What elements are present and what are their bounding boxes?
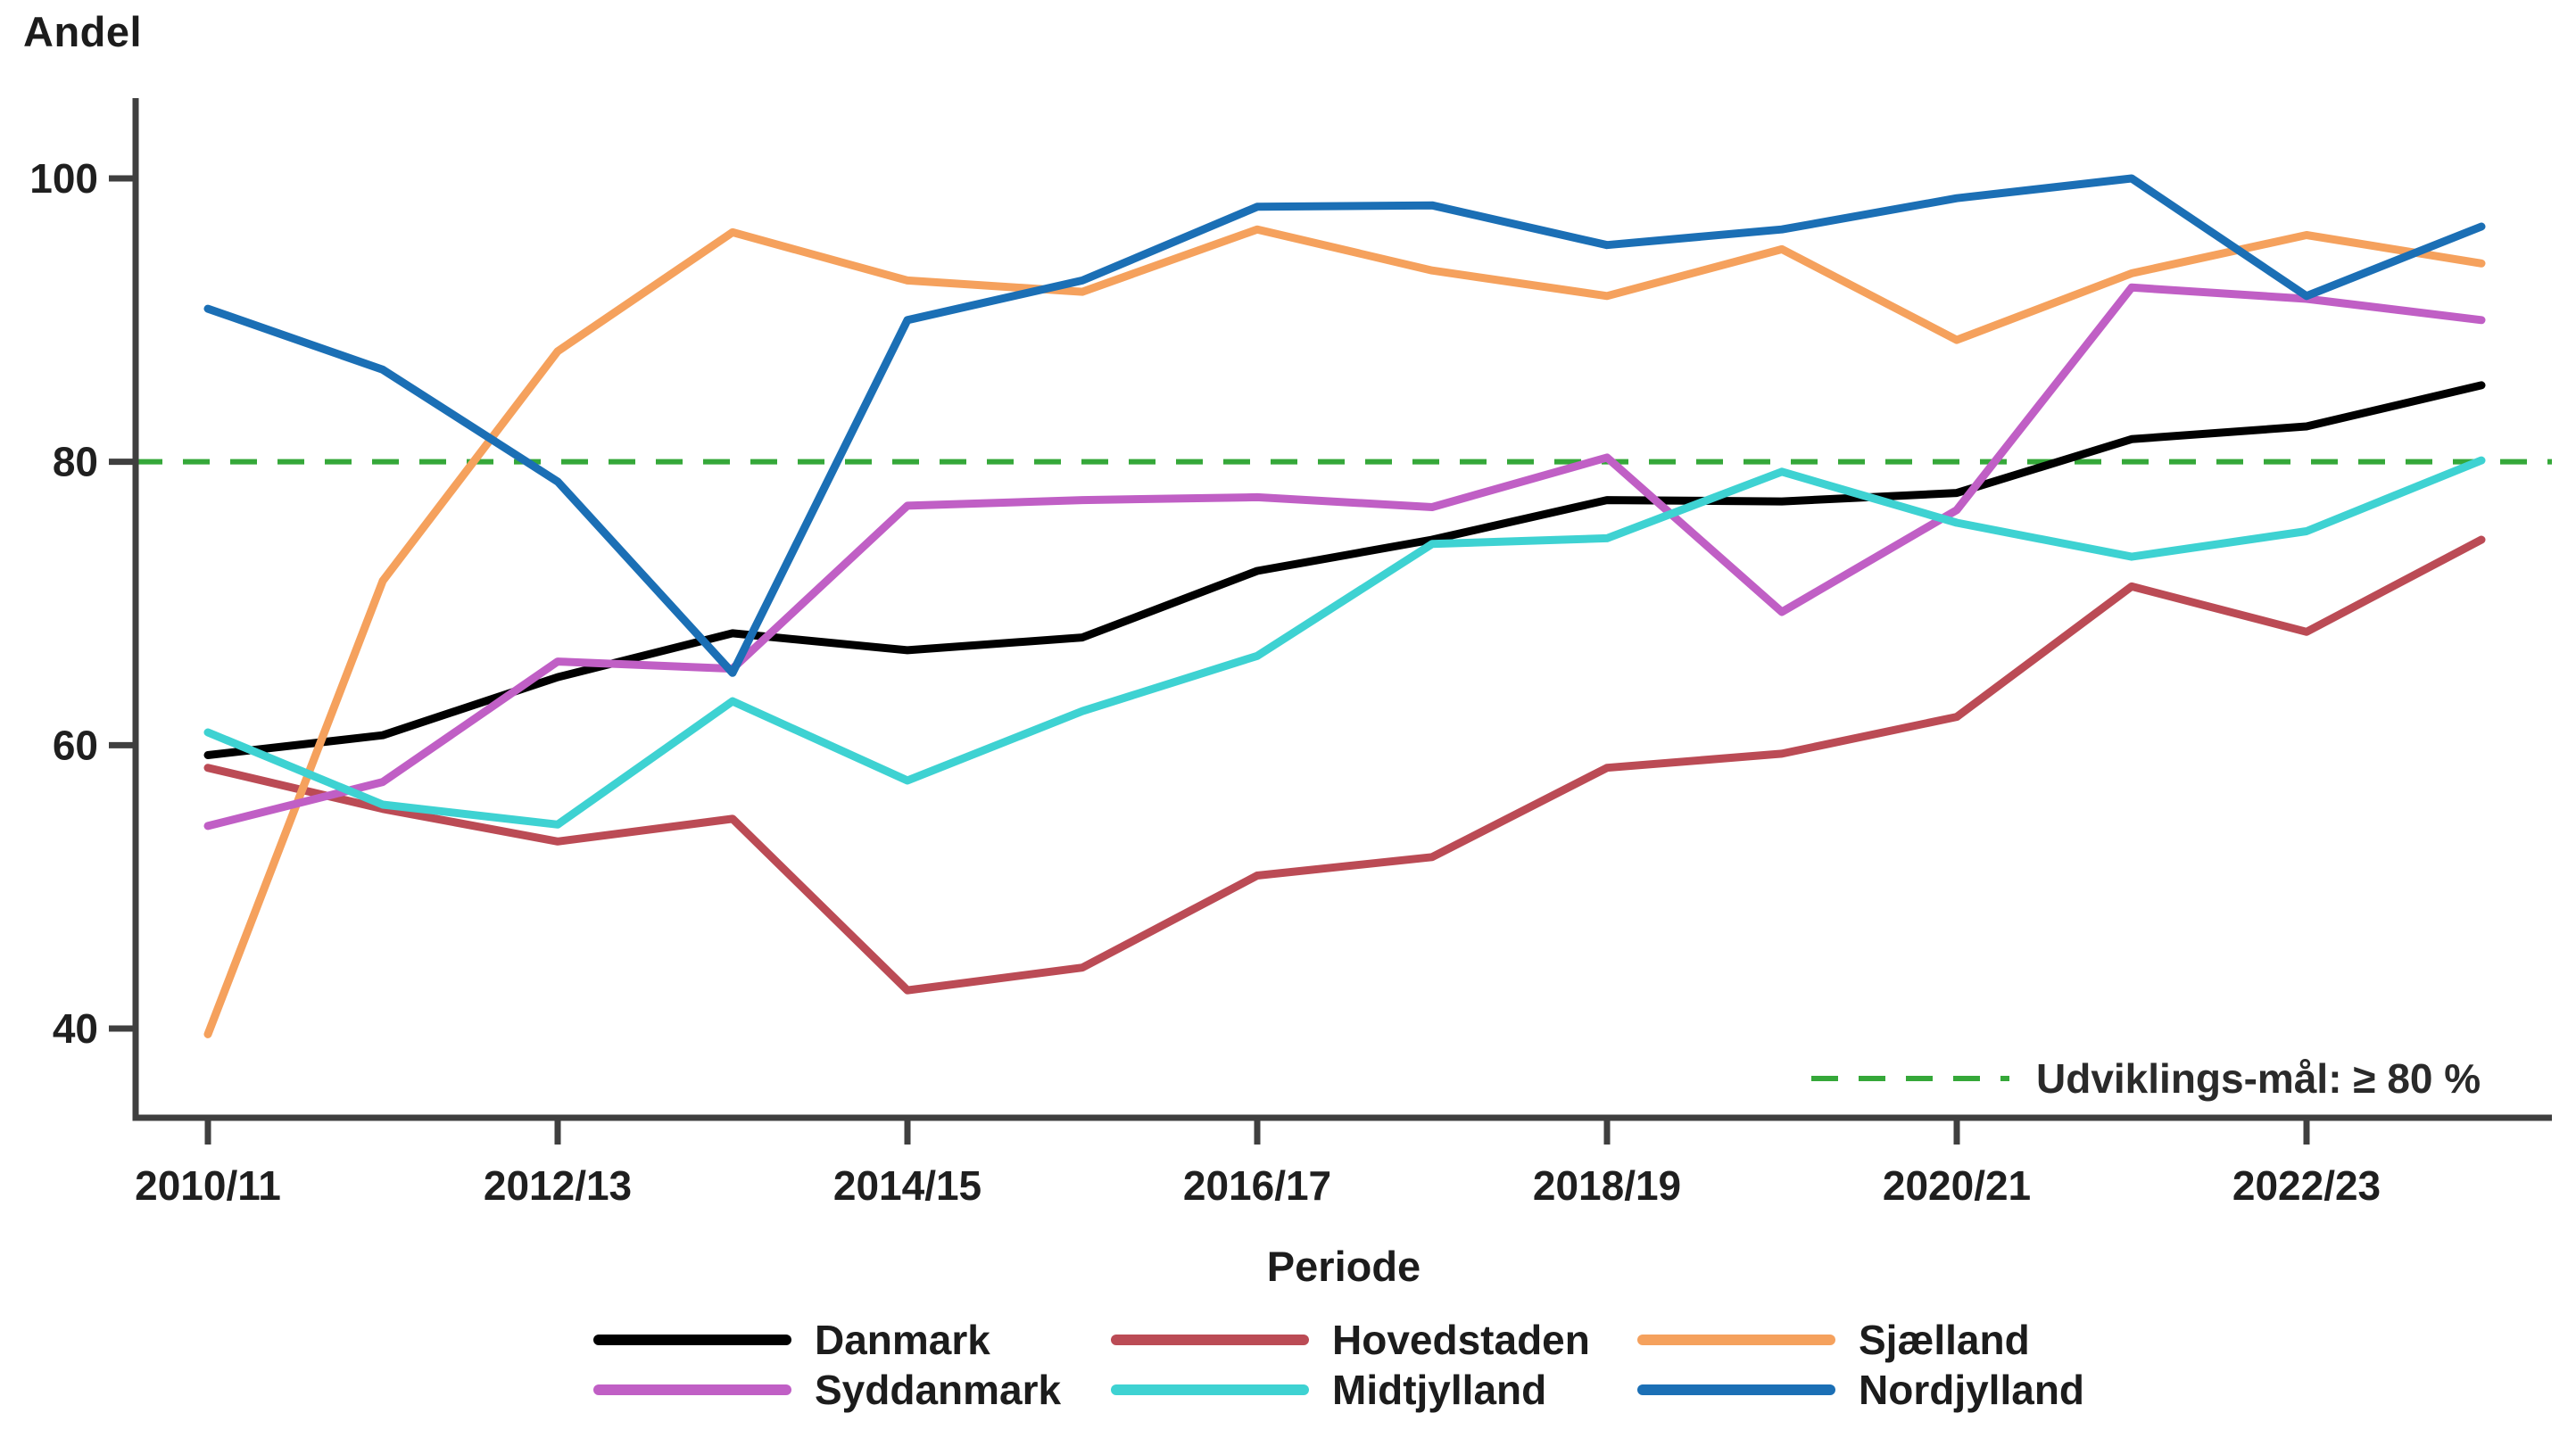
y-tick-label: 40 <box>53 1005 98 1052</box>
series-line-syddanmark <box>203 283 2486 831</box>
x-tick-label: 2010/11 <box>135 1162 281 1209</box>
series-line-sjlland <box>203 225 2486 1038</box>
x-tick-label: 2012/13 <box>484 1162 632 1209</box>
x-tick-label: 2018/19 <box>1533 1162 1681 1209</box>
y-tick-label: 80 <box>53 439 98 485</box>
y-tick-label: 100 <box>29 155 98 202</box>
series-line-midtjylland <box>203 456 2486 829</box>
x-tick-label: 2020/21 <box>1883 1162 2031 1209</box>
x-tick-label: 2016/17 <box>1183 1162 1331 1209</box>
series-line-danmark <box>203 381 2486 759</box>
x-axis-title: Periode <box>1266 1243 1421 1290</box>
x-tick-label: 2014/15 <box>833 1162 982 1209</box>
series-line-nordjylland <box>203 174 2486 677</box>
y-axis-title: Andel <box>23 8 143 55</box>
goal-line-annotation: Udviklings-mål: ≥ 80 % <box>2036 1055 2481 1102</box>
y-tick-label: 60 <box>53 722 98 768</box>
series-line-hovedstaden <box>203 535 2486 995</box>
axis-lines <box>132 98 2552 1121</box>
x-tick-label: 2022/23 <box>2232 1162 2381 1209</box>
